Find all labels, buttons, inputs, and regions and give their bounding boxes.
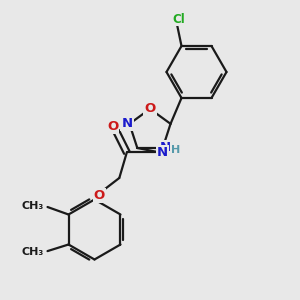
Text: O: O xyxy=(107,120,118,133)
Text: CH₃: CH₃ xyxy=(22,247,44,257)
Text: N: N xyxy=(122,117,133,130)
Text: H: H xyxy=(171,145,180,155)
Text: O: O xyxy=(94,189,105,202)
Text: Cl: Cl xyxy=(172,13,185,26)
Text: CH₃: CH₃ xyxy=(22,201,44,212)
Text: N: N xyxy=(157,146,168,159)
Text: O: O xyxy=(144,102,156,116)
Text: N: N xyxy=(160,142,171,154)
